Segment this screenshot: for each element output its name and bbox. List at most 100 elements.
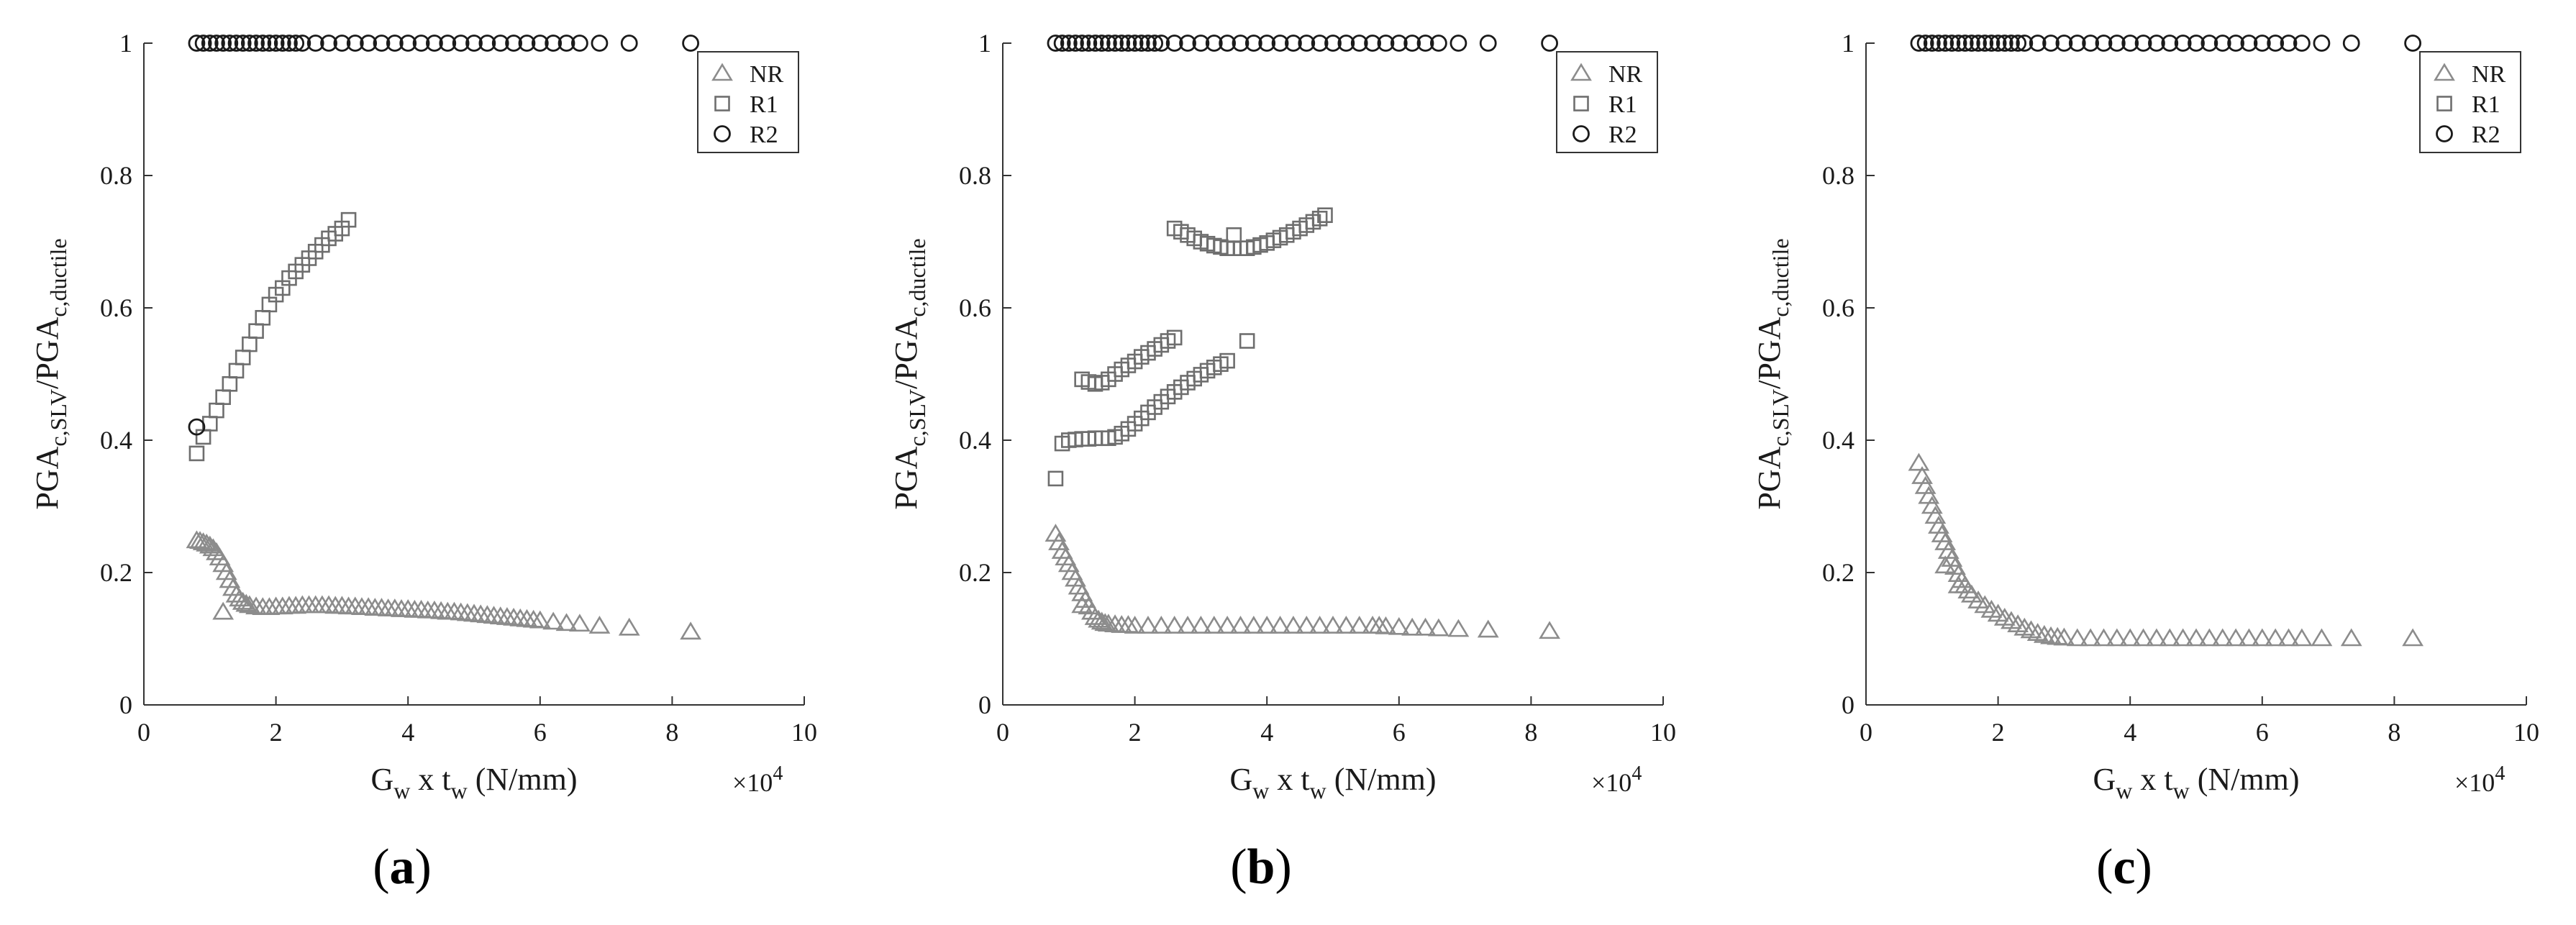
data-point-R2: [1390, 35, 1408, 52]
data-point-R1: [1311, 210, 1328, 227]
data-point-R2: [1364, 35, 1381, 52]
x-exponent-power: 4: [2495, 762, 2505, 785]
y-axis-label: PGAc,SLV/PGAc,ductile: [29, 238, 71, 509]
data-point-R2: [293, 35, 311, 52]
data-point-R2: [1337, 35, 1355, 52]
data-point-R2: [234, 35, 252, 52]
data-point-R2: [2009, 35, 2027, 52]
data-point-R2: [273, 35, 291, 52]
y-tick-label: 0.6: [100, 293, 132, 322]
data-point-R2: [518, 35, 536, 52]
y-tick-label: 0.8: [959, 161, 991, 190]
data-point-R2: [281, 35, 298, 52]
data-point-R2: [2003, 35, 2020, 52]
panel-label-paren: ): [1275, 839, 1291, 895]
data-point-R2: [1970, 35, 1987, 52]
data-point-R2: [1258, 35, 1276, 52]
data-point-R2: [1311, 35, 1329, 52]
y-tick-label: 1: [1842, 29, 1854, 58]
x-tick-label: 6: [1393, 718, 1406, 747]
data-point-NR: [2053, 627, 2075, 646]
data-point-NR: [1190, 615, 1212, 634]
data-point-NR: [2277, 628, 2300, 647]
panel-label-paren: (: [2096, 839, 2113, 895]
data-point-R2: [1962, 35, 1980, 52]
series-NR: [186, 530, 702, 640]
data-point-R2: [1093, 35, 1111, 52]
data-point-NR: [1947, 575, 1970, 593]
data-point-R2: [208, 35, 225, 52]
legend-label-NR: NR: [750, 61, 784, 88]
data-point-NR: [1242, 615, 1265, 634]
data-point-R1: [1226, 227, 1242, 243]
panel-label-paren: ): [2136, 839, 2152, 895]
x-tick-label: 8: [2388, 718, 2400, 747]
data-point-R2: [1205, 35, 1223, 52]
data-point-R2: [1983, 35, 2001, 52]
data-point-R2: [1126, 35, 1144, 52]
data-point-R2: [1067, 35, 1084, 52]
x-axis-label-sub: w: [451, 778, 468, 803]
legend-label-NR: NR: [1608, 61, 1643, 88]
data-point-NR: [1256, 615, 1278, 634]
data-point-NR: [2290, 628, 2313, 647]
data-point-R2: [1910, 35, 1928, 52]
data-point-R2: [2200, 35, 2218, 52]
data-point-R2: [240, 35, 258, 52]
data-point-NR: [1296, 615, 1318, 634]
data-point-R2: [1956, 35, 1974, 52]
y-axis-label: PGAc,SLV/PGAc,ductile: [1752, 238, 1793, 509]
data-point-R2: [2404, 35, 2422, 52]
data-point-R2: [247, 35, 265, 52]
data-point-R2: [227, 35, 245, 52]
data-point-NR: [2159, 628, 2181, 647]
data-point-R2: [1073, 35, 1091, 52]
panel-label: (a): [373, 839, 432, 895]
data-point-NR: [555, 613, 578, 632]
panel-label-paren: ): [415, 839, 432, 895]
x-tick-label: 0: [137, 718, 150, 747]
x-axis-label-sub: w: [2116, 778, 2132, 803]
data-point-R2: [505, 35, 522, 52]
data-point-R2: [1099, 35, 1117, 52]
data-point-R2: [386, 35, 404, 52]
data-point-NR: [1967, 591, 1989, 609]
panel-label-letter: b: [1247, 839, 1275, 895]
y-tick-label: 0.4: [100, 426, 132, 455]
legend-marker-R1: [714, 96, 730, 111]
x-exponent-power: 4: [1631, 762, 1642, 785]
data-point-NR: [1283, 615, 1304, 634]
data-point-NR: [1954, 575, 1976, 593]
x-axis-label-part: G: [2093, 762, 2116, 797]
panel-label-paren: (: [1230, 839, 1247, 895]
x-exponent-base: ×10: [732, 768, 773, 797]
data-point-NR: [1071, 595, 1093, 614]
y-tick-label: 0.6: [959, 293, 991, 322]
y-axis-label-sub: c,SLV: [904, 389, 930, 447]
data-point-R2: [1165, 35, 1183, 52]
data-point-R2: [1219, 35, 1237, 52]
data-point-NR: [2198, 628, 2221, 647]
data-point-R2: [1080, 35, 1098, 52]
x-exponent-label: ×104: [732, 762, 783, 797]
data-point-R1: [215, 389, 231, 406]
data-point-R2: [591, 35, 609, 52]
data-point-NR: [2251, 628, 2273, 647]
data-point-NR: [2340, 628, 2362, 647]
data-point-NR: [1388, 616, 1410, 635]
y-axis-label-part: PGA: [888, 446, 924, 509]
data-point-R2: [2293, 35, 2311, 52]
y-axis-label-part: /PGA: [888, 316, 924, 388]
legend-label-NR: NR: [2472, 61, 2506, 88]
legend-marker-NR: [1570, 63, 1592, 81]
data-point-R2: [2148, 35, 2165, 52]
legend-label-R1: R1: [2472, 91, 2500, 118]
data-point-NR: [1309, 615, 1331, 634]
data-point-NR: [2172, 628, 2194, 647]
panel-label: (b): [1230, 839, 1292, 895]
data-point-NR: [1335, 615, 1357, 634]
data-point-R2: [1429, 35, 1447, 52]
data-point-R1: [242, 336, 258, 352]
x-axis-label-sub: w: [1252, 778, 1269, 803]
data-point-NR: [1401, 617, 1424, 636]
